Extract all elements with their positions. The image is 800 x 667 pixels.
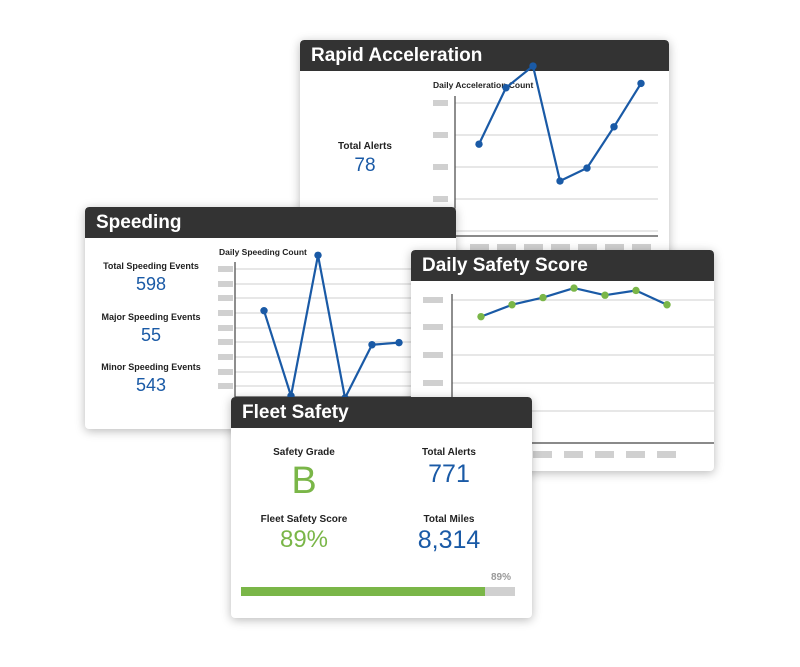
x-tick-label-placeholder — [497, 244, 516, 251]
y-tick-label-placeholder — [218, 266, 233, 272]
data-point — [570, 284, 578, 292]
x-tick-label-placeholder — [595, 451, 614, 458]
speeding-title: Speeding — [96, 211, 182, 233]
progress-fill — [241, 587, 485, 596]
progress-percent-label: 89% — [490, 572, 511, 583]
daily-safety-score-title: Daily Safety Score — [422, 254, 588, 276]
rapid-acceleration-header: Rapid Acceleration — [300, 40, 669, 71]
y-tick-label-placeholder — [218, 339, 233, 345]
speeding-header: Speeding — [85, 207, 456, 238]
y-tick-label-placeholder — [433, 164, 448, 170]
y-tick-label-placeholder — [423, 380, 443, 386]
y-tick-label-placeholder — [218, 310, 233, 316]
y-tick-label-placeholder — [433, 196, 448, 202]
x-tick-label-placeholder — [564, 451, 583, 458]
y-tick-label-placeholder — [218, 295, 233, 301]
data-point — [395, 338, 403, 347]
x-tick-label-placeholder — [632, 244, 651, 251]
data-point — [663, 301, 671, 309]
data-point — [637, 79, 645, 88]
data-point — [539, 293, 547, 302]
data-point — [508, 301, 516, 309]
major-speeding-events-label: Major Speeding Events — [101, 312, 201, 322]
minor-speeding-events-label: Minor Speeding Events — [101, 362, 201, 372]
total-alerts-value: 78 — [354, 155, 376, 176]
y-tick-label-placeholder — [218, 281, 233, 287]
data-point — [314, 251, 322, 259]
data-point — [475, 140, 483, 148]
minor-speeding-events-value: 543 — [135, 375, 167, 395]
y-tick-label-placeholder — [423, 352, 443, 358]
data-point — [502, 84, 510, 92]
total-miles-value: 8,314 — [417, 526, 481, 554]
total-alerts-label: Total Alerts — [338, 141, 392, 152]
data-point — [601, 291, 609, 299]
data-point — [583, 164, 591, 172]
fleet-safety-card: Fleet Safety Safety Grade B Total Alerts… — [231, 397, 532, 618]
fleet-safety-header: Fleet Safety — [231, 397, 532, 428]
series-line — [478, 64, 642, 183]
fleet-safety-title: Fleet Safety — [242, 401, 349, 423]
y-tick-label-placeholder — [423, 297, 443, 303]
data-point — [610, 123, 618, 131]
data-point — [368, 341, 376, 349]
x-tick-label-placeholder — [578, 244, 597, 251]
total-alerts-value: 771 — [428, 460, 470, 488]
data-point — [477, 312, 485, 321]
y-tick-label-placeholder — [218, 369, 233, 375]
major-speeding-events-value: 55 — [140, 325, 162, 345]
speeding-chart-title: Daily Speeding Count — [219, 247, 307, 257]
x-tick-label-placeholder — [551, 244, 570, 251]
x-tick-label-placeholder — [605, 244, 624, 251]
y-tick-label-placeholder — [423, 324, 443, 330]
x-tick-label-placeholder — [470, 244, 489, 251]
series-line — [262, 254, 400, 400]
progress-track — [241, 587, 515, 596]
total-miles-label: Total Miles — [423, 514, 475, 525]
x-tick-label-placeholder — [533, 451, 552, 458]
x-tick-label-placeholder — [626, 451, 645, 458]
speeding-line-chart — [218, 251, 425, 402]
total-alerts-label: Total Alerts — [422, 447, 476, 458]
y-tick-label-placeholder — [218, 383, 233, 389]
y-tick-label-placeholder — [218, 325, 233, 331]
daily-safety-score-line-chart — [423, 284, 714, 458]
fleet-safety-score-value: 89% — [279, 526, 329, 553]
rapid-acceleration-title: Rapid Acceleration — [311, 44, 483, 66]
x-tick-label-placeholder — [524, 244, 543, 251]
y-tick-label-placeholder — [218, 354, 233, 360]
daily-safety-score-header: Daily Safety Score — [411, 250, 714, 281]
safety-grade-value: B — [291, 460, 317, 502]
data-point — [529, 62, 537, 70]
data-point — [632, 286, 640, 295]
y-tick-label-placeholder — [433, 100, 448, 106]
data-point — [556, 177, 564, 185]
data-point — [260, 306, 268, 315]
safety-grade-label: Safety Grade — [273, 447, 335, 458]
x-tick-label-placeholder — [657, 451, 676, 458]
fleet-safety-score-label: Fleet Safety Score — [260, 514, 348, 525]
speeding-card: Speeding Total Speeding Events 598 Major… — [85, 207, 456, 429]
acceleration-line-chart — [433, 62, 658, 251]
total-speeding-events-label: Total Speeding Events — [103, 261, 199, 271]
y-tick-label-placeholder — [433, 132, 448, 138]
acceleration-chart-title: Daily Acceleration Count — [433, 80, 534, 90]
total-speeding-events-value: 598 — [135, 274, 167, 294]
